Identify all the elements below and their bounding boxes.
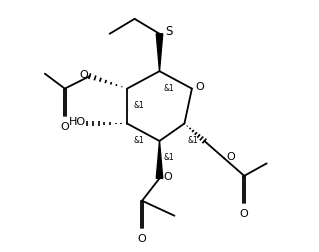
Text: O: O (80, 70, 88, 80)
Text: O: O (227, 152, 235, 162)
Text: HO: HO (69, 117, 86, 127)
Text: &1: &1 (163, 84, 174, 93)
Text: O: O (240, 209, 249, 219)
Text: O: O (60, 122, 69, 132)
Text: O: O (138, 234, 146, 244)
Polygon shape (156, 34, 163, 71)
Text: S: S (166, 25, 173, 38)
Text: O: O (163, 172, 172, 182)
Polygon shape (156, 141, 163, 178)
Text: &1: &1 (133, 136, 144, 145)
Text: &1: &1 (188, 136, 198, 145)
Text: &1: &1 (133, 101, 144, 110)
Text: &1: &1 (163, 153, 174, 163)
Text: O: O (196, 82, 204, 92)
